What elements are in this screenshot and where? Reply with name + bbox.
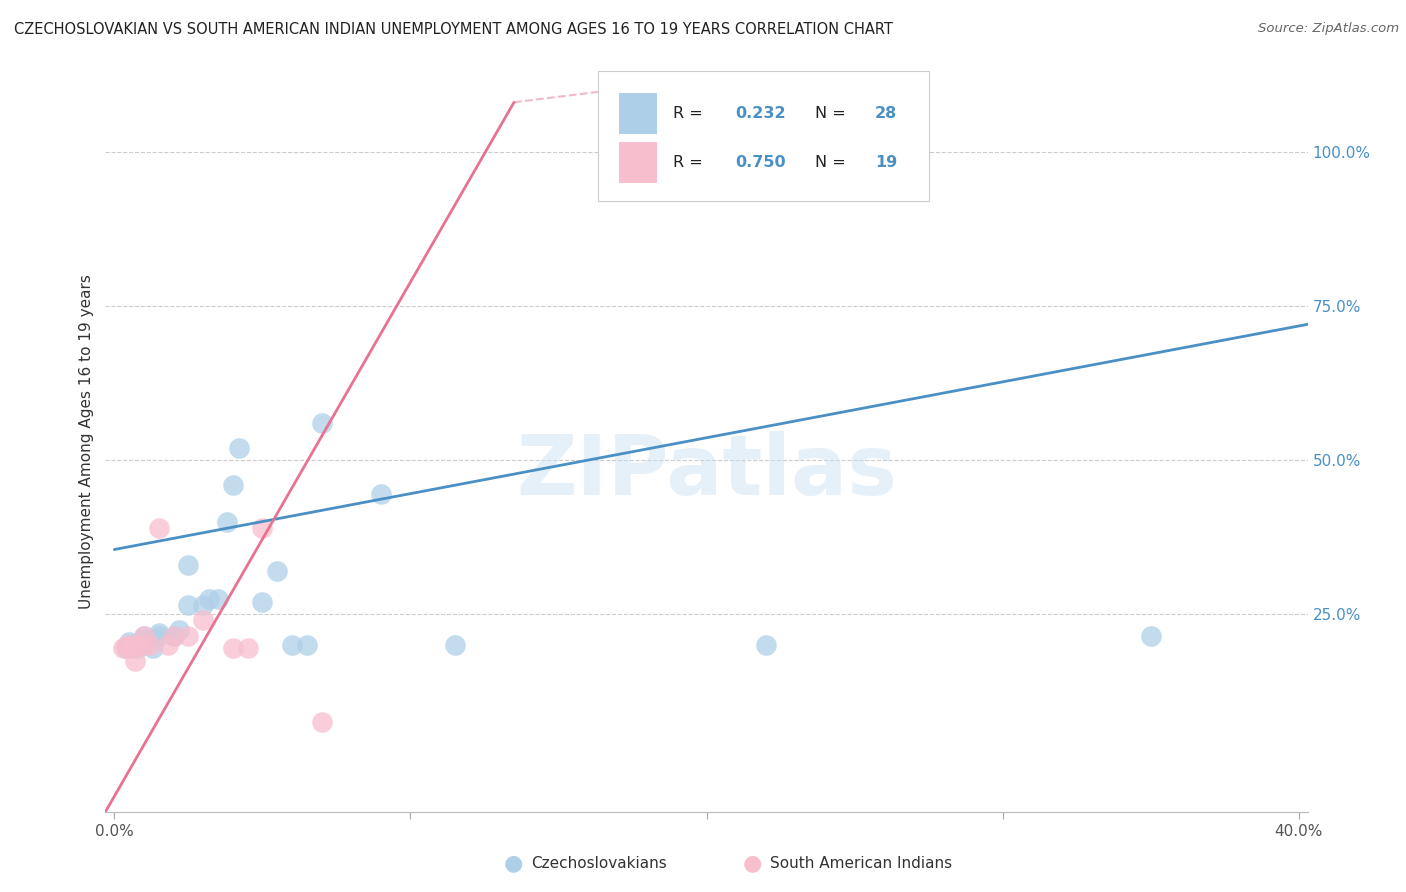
Point [148,521,170,535]
Point [252,521,274,535]
Point [295,638,318,652]
Point [311,715,333,730]
Text: Source: ZipAtlas.com: Source: ZipAtlas.com [1258,22,1399,36]
Point [148,625,170,640]
Text: N =: N = [814,106,851,121]
Point [127,641,149,656]
Text: ●: ● [742,854,762,873]
Text: CZECHOSLOVAKIAN VS SOUTH AMERICAN INDIAN UNEMPLOYMENT AMONG AGES 16 TO 19 YEARS : CZECHOSLOVAKIAN VS SOUTH AMERICAN INDIAN… [14,22,893,37]
Y-axis label: Unemployment Among Ages 16 to 19 years: Unemployment Among Ages 16 to 19 years [79,274,94,609]
Point [115,640,138,654]
Point [222,477,245,491]
Point [191,614,214,628]
Point [215,515,238,529]
Point [177,598,200,612]
Text: 0.750: 0.750 [735,155,786,169]
Point [755,141,778,155]
Bar [619,93,657,134]
Point [162,629,184,643]
Point [1139,629,1161,643]
Point [142,641,165,656]
Point [118,635,141,649]
Point [112,641,135,656]
Text: Czechoslovakians: Czechoslovakians [531,856,668,871]
Point [443,638,465,652]
Text: ZIPatlas: ZIPatlas [516,431,897,512]
Point [118,638,141,652]
Point [124,654,146,668]
Text: 0.232: 0.232 [735,106,786,121]
Point [132,638,155,652]
Text: N =: N = [814,155,851,169]
Point [132,632,155,646]
Point [266,564,288,578]
Point [169,623,191,637]
Text: South American Indians: South American Indians [770,856,953,871]
Point [252,595,274,609]
Point [198,591,221,606]
Point [139,638,162,652]
Point [148,629,170,643]
Point [236,641,259,656]
Text: R =: R = [673,155,707,169]
Point [177,629,200,643]
Point [132,629,155,643]
Point [755,638,778,652]
Text: 19: 19 [875,155,897,169]
Point [228,441,250,455]
Point [162,629,184,643]
Text: 28: 28 [875,106,897,121]
Point [127,638,149,652]
Point [222,641,245,656]
Point [311,416,333,430]
Point [177,558,200,572]
Point [132,629,155,643]
Point [281,638,304,652]
Point [370,487,392,501]
Point [207,591,229,606]
Point [115,641,138,656]
Text: R =: R = [673,106,707,121]
Point [191,598,214,612]
FancyBboxPatch shape [599,71,929,201]
Bar [619,142,657,183]
Text: ●: ● [503,854,523,873]
Point [156,638,179,652]
Point [121,638,143,652]
Point [121,641,143,656]
